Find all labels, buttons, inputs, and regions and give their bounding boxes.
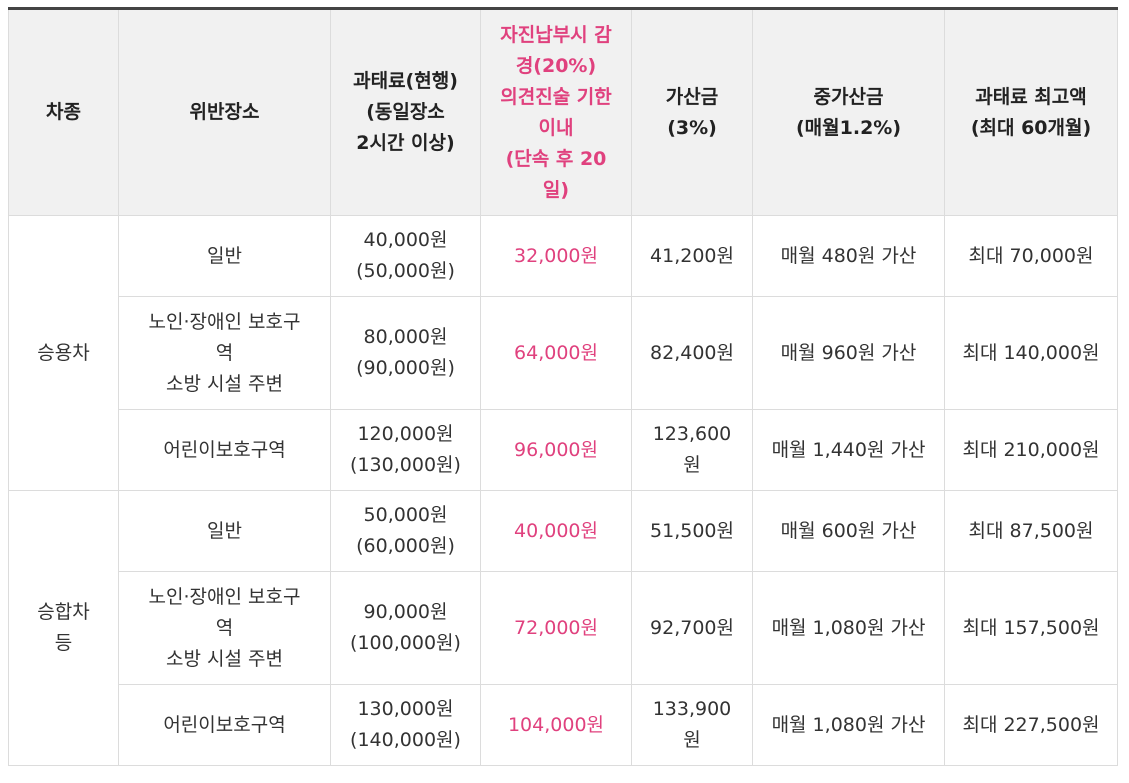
surcharge-cell: 133,900 원 [631, 684, 753, 766]
header-vehicle-type: 차종 [8, 8, 119, 216]
surcharge-cell: 51,500원 [631, 490, 753, 572]
max-fine-cell: 최대 70,000원 [944, 215, 1118, 297]
heavy-surcharge-cell: 매월 1,440원 가산 [752, 409, 945, 491]
header-max-fine: 과태료 최고액 (최대 60개월) [944, 8, 1118, 216]
table-row: 승용차 일반 40,000원 (50,000원) 32,000원 41,200원… [8, 215, 1118, 491]
discount-cell: 64,000원 [480, 296, 632, 410]
fine-cell: 120,000원 (130,000원) [330, 409, 481, 491]
header-row: 차종 위반장소 과태료(현행) (동일장소 2시간 이상) 자진납부시 감 경(… [8, 8, 1118, 216]
discount-cell: 40,000원 [480, 490, 632, 572]
header-fine: 과태료(현행) (동일장소 2시간 이상) [330, 8, 481, 216]
table-row: 승합차 등 일반 50,000원 (60,000원) 40,000원 51,50… [8, 490, 1118, 766]
parking-fine-table: 차종 위반장소 과태료(현행) (동일장소 2시간 이상) 자진납부시 감 경(… [8, 7, 1118, 766]
vehicle-type-cell: 승합차 등 [8, 490, 119, 766]
discount-cell: 72,000원 [480, 571, 632, 685]
fine-cell: 40,000원 (50,000원) [330, 215, 481, 297]
heavy-surcharge-cell: 매월 480원 가산 [752, 215, 945, 297]
surcharge-cell: 123,600 원 [631, 409, 753, 491]
max-fine-cell: 최대 87,500원 [944, 490, 1118, 572]
location-cell: 어린이보호구역 [118, 684, 331, 766]
vehicle-type-cell: 승용차 [8, 215, 119, 491]
heavy-surcharge-cell: 매월 1,080원 가산 [752, 571, 945, 685]
discount-cell: 96,000원 [480, 409, 632, 491]
heavy-surcharge-cell: 매월 1,080원 가산 [752, 684, 945, 766]
discount-cell: 104,000원 [480, 684, 632, 766]
location-cell: 노인·장애인 보호구 역 소방 시설 주변 [118, 571, 331, 685]
location-cell: 어린이보호구역 [118, 409, 331, 491]
table-row: 노인·장애인 보호구 역 소방 시설 주변 90,000원 (100,000원)… [9, 571, 1118, 685]
surcharge-cell: 92,700원 [631, 571, 753, 685]
table-row: 노인·장애인 보호구 역 소방 시설 주변 80,000원 (90,000원) … [9, 296, 1118, 410]
discount-cell: 32,000원 [480, 215, 632, 297]
heavy-surcharge-cell: 매월 960원 가산 [752, 296, 945, 410]
fine-cell: 50,000원 (60,000원) [330, 490, 481, 572]
fine-cell: 80,000원 (90,000원) [330, 296, 481, 410]
location-cell: 노인·장애인 보호구 역 소방 시설 주변 [118, 296, 331, 410]
header-heavy-surcharge: 중가산금 (매월1.2%) [752, 8, 945, 216]
max-fine-cell: 최대 157,500원 [944, 571, 1118, 685]
max-fine-cell: 최대 210,000원 [944, 409, 1118, 491]
surcharge-cell: 82,400원 [631, 296, 753, 410]
heavy-surcharge-cell: 매월 600원 가산 [752, 490, 945, 572]
location-cell: 일반 [118, 215, 331, 297]
surcharge-cell: 41,200원 [631, 215, 753, 297]
header-self-payment-discount: 자진납부시 감 경(20%) 의견진술 기한 이내 (단속 후 20 일) [480, 8, 632, 216]
fine-cell: 90,000원 (100,000원) [330, 571, 481, 685]
fine-table-container: 차종 위반장소 과태료(현행) (동일장소 2시간 이상) 자진납부시 감 경(… [8, 7, 1118, 766]
header-location: 위반장소 [118, 8, 331, 216]
fine-cell: 130,000원 (140,000원) [330, 684, 481, 766]
location-cell: 일반 [118, 490, 331, 572]
table-row: 어린이보호구역 120,000원 (130,000원) 96,000원 123,… [9, 409, 1118, 491]
header-surcharge: 가산금 (3%) [631, 8, 753, 216]
max-fine-cell: 최대 227,500원 [944, 684, 1118, 766]
max-fine-cell: 최대 140,000원 [944, 296, 1118, 410]
table-row: 어린이보호구역 130,000원 (140,000원) 104,000원 133… [9, 684, 1118, 766]
